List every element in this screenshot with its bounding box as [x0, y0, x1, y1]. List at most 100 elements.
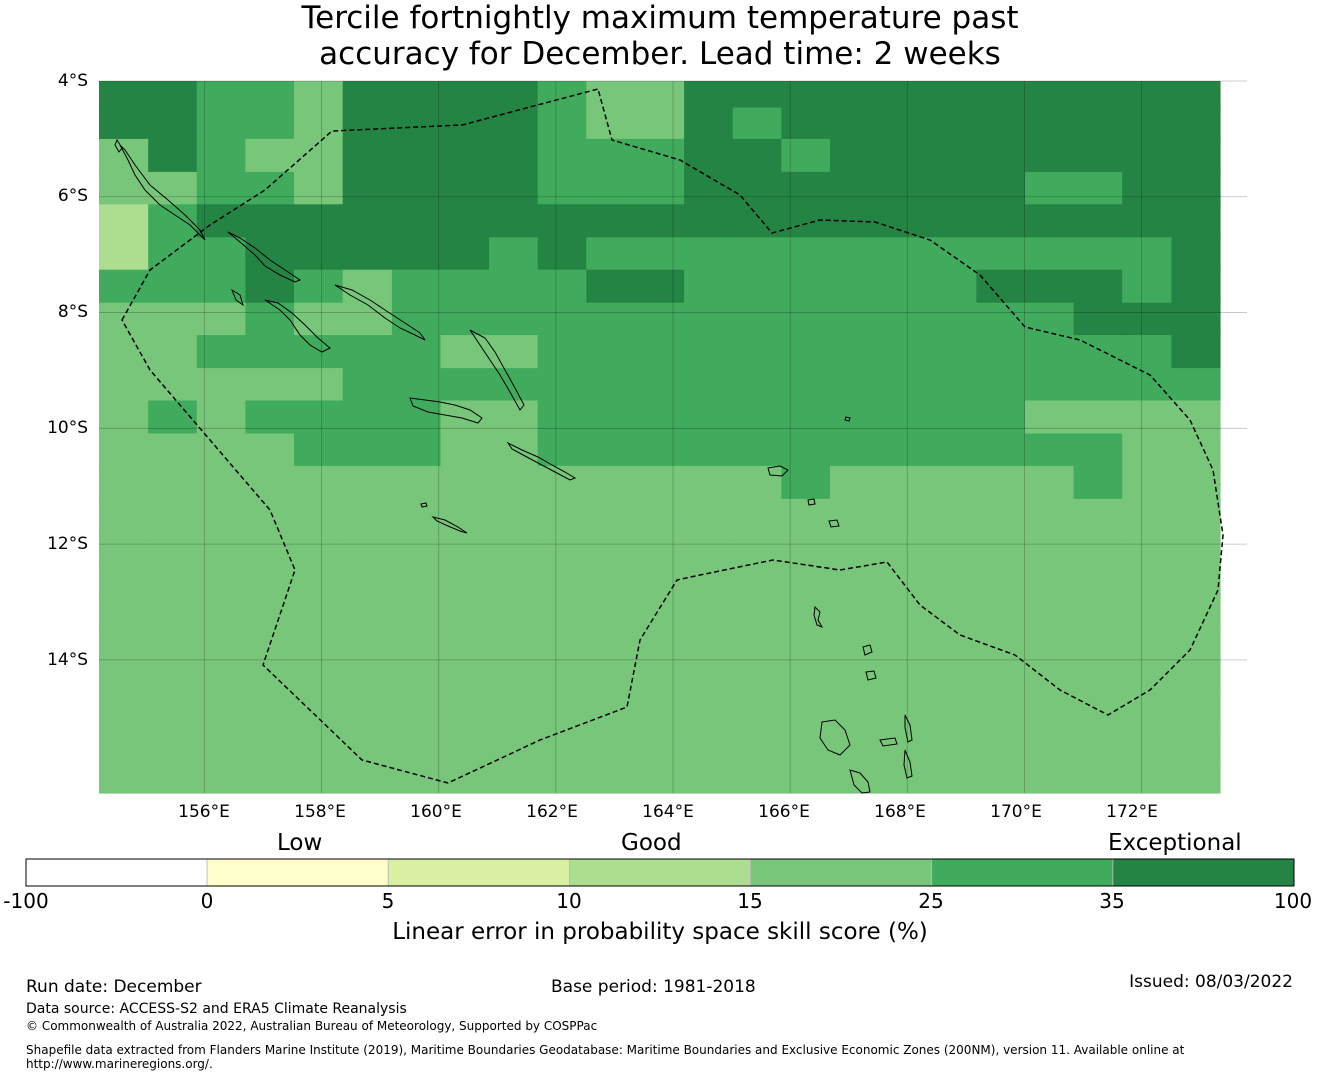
grid-cell	[342, 662, 393, 696]
grid-cell	[976, 727, 1026, 762]
grid-cell	[1073, 760, 1123, 794]
grid-cell	[684, 498, 734, 532]
grid-cell	[1073, 368, 1123, 402]
grid-cell	[927, 204, 977, 238]
grid-cell	[634, 662, 685, 696]
grid-cell	[781, 695, 831, 729]
island-new-georgia	[264, 299, 331, 353]
grid-cell	[99, 564, 149, 598]
grid-cell	[391, 531, 442, 565]
grid-cell	[148, 171, 198, 205]
grid-cell	[294, 531, 344, 565]
grid-cell	[342, 564, 393, 598]
grid-cell	[440, 204, 490, 238]
island-buka	[114, 138, 123, 153]
grid-cell	[684, 465, 734, 500]
grid-cell	[586, 335, 636, 369]
grid-cell	[1025, 269, 1075, 304]
grid-cell	[294, 335, 344, 369]
grid-cell	[294, 400, 344, 435]
island-shortland	[230, 288, 244, 307]
grid-cell	[489, 81, 539, 109]
grid-cell	[342, 433, 393, 467]
grid-cell	[781, 81, 831, 109]
grid-cell	[1171, 564, 1221, 598]
grid-cell	[1025, 498, 1075, 532]
grid-cell	[294, 596, 344, 631]
grid-cell	[99, 237, 149, 271]
grid-cell	[732, 269, 782, 304]
grid-cell	[440, 335, 490, 369]
grid-cell	[537, 596, 587, 631]
grid-cell	[634, 204, 685, 238]
grid-cell	[927, 400, 977, 435]
colorbar-category-exceptional: Exceptional	[1108, 830, 1242, 856]
grid-cell	[1025, 138, 1075, 173]
grid-cell	[99, 465, 149, 500]
grid-cell	[440, 727, 490, 762]
grid-cell	[732, 629, 782, 663]
grid-cell	[99, 629, 149, 663]
grid-cell	[1122, 465, 1172, 500]
grid-cell	[1025, 465, 1075, 500]
grid-cell	[830, 433, 880, 467]
grid-cell	[976, 662, 1026, 696]
grid-cell	[830, 465, 880, 500]
grid-cell	[1073, 237, 1123, 271]
grid-cell	[684, 237, 734, 271]
grid-cell	[440, 433, 490, 467]
grid-cell	[391, 433, 442, 467]
grid-cell	[391, 138, 442, 173]
grid-cell	[732, 564, 782, 598]
grid-cell	[927, 465, 977, 500]
grid-cell	[1025, 629, 1075, 663]
grid-cell	[878, 465, 929, 500]
grid-cell	[440, 629, 490, 663]
grid-cell	[830, 368, 880, 402]
grid-cell	[830, 760, 880, 794]
grid-cell	[440, 760, 490, 794]
grid-cell	[342, 531, 393, 565]
grid-cell	[294, 564, 344, 598]
grid-cell	[391, 727, 442, 762]
grid-cell	[927, 760, 977, 794]
grid-cell	[148, 498, 198, 532]
grid-cell	[1073, 564, 1123, 598]
grid-cell	[976, 138, 1026, 173]
grid-cell	[489, 171, 539, 205]
grid-cell	[976, 204, 1026, 238]
grid-cell	[732, 465, 782, 500]
grid-cell	[342, 302, 393, 336]
grid-cell	[342, 107, 393, 140]
grid-cell	[440, 138, 490, 173]
colorbar-tick-label: 15	[737, 889, 763, 913]
grid-cell	[537, 335, 587, 369]
grid-cell	[732, 727, 782, 762]
grid-cell	[245, 237, 295, 271]
grid-cell	[684, 760, 734, 794]
grid-cell	[99, 433, 149, 467]
grid-cell	[878, 81, 929, 109]
grid-cell	[440, 81, 490, 109]
grid-cell	[1122, 204, 1172, 238]
grid-cell	[976, 531, 1026, 565]
grid-cell	[927, 302, 977, 336]
eez-solomon-islands	[121, 88, 1224, 784]
island-malaita	[469, 329, 525, 411]
grid-cell	[440, 269, 490, 304]
grid-cell	[1073, 465, 1123, 500]
island-vanua-lava	[865, 670, 877, 681]
grid-cell	[245, 564, 295, 598]
grid-cell	[878, 433, 929, 467]
grid-cell	[976, 237, 1026, 271]
island-pentecost	[903, 749, 913, 779]
grid-cell	[878, 727, 929, 762]
grid-cell	[440, 662, 490, 696]
grid-cell	[927, 695, 977, 729]
grid-cell	[245, 465, 295, 500]
grid-cell	[586, 302, 636, 336]
grid-cell	[1073, 629, 1123, 663]
lon-label-160e: 160°E	[410, 802, 462, 822]
grid-cell	[537, 107, 587, 140]
grid-cell	[927, 237, 977, 271]
